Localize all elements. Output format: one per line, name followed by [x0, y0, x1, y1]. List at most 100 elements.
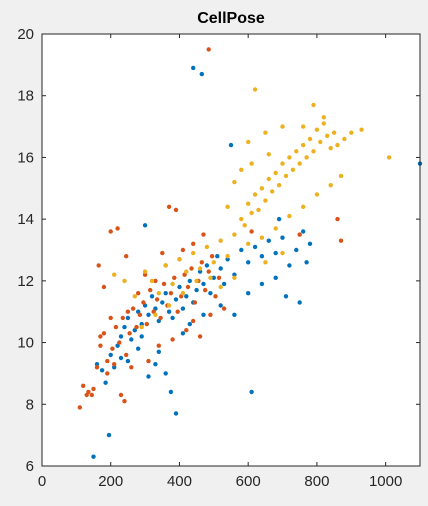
- data-point: [125, 358, 131, 364]
- data-point: [273, 226, 278, 231]
- data-point: [84, 392, 89, 398]
- data-point: [156, 343, 161, 348]
- data-point: [335, 142, 340, 148]
- data-point: [338, 238, 344, 243]
- data-point: [311, 102, 316, 108]
- data-point: [321, 121, 326, 126]
- x-tick-label: 600: [236, 473, 261, 490]
- data-point: [184, 269, 189, 274]
- series-3: [112, 87, 392, 330]
- chart-title: CellPose: [197, 10, 265, 27]
- data-point: [94, 365, 100, 370]
- data-point: [194, 287, 199, 293]
- data-point: [266, 238, 271, 243]
- data-point: [153, 362, 158, 367]
- data-point: [225, 204, 230, 209]
- plot-area: [42, 34, 420, 466]
- data-point: [166, 303, 172, 308]
- data-point: [301, 204, 306, 209]
- data-point: [101, 284, 107, 290]
- data-point: [130, 306, 136, 311]
- data-point: [110, 346, 115, 351]
- data-point: [263, 130, 268, 135]
- data-point: [191, 318, 196, 324]
- data-point: [239, 167, 244, 172]
- data-point: [146, 312, 151, 317]
- data-point: [280, 235, 285, 240]
- data-point: [287, 155, 292, 160]
- data-point: [185, 284, 191, 290]
- y-tick-label: 16: [17, 149, 34, 166]
- data-point: [208, 275, 213, 280]
- data-point: [125, 315, 131, 321]
- data-point: [201, 281, 206, 287]
- data-point: [338, 173, 344, 179]
- x-tick-label: 400: [167, 473, 192, 490]
- y-tick-label: 12: [17, 273, 34, 290]
- data-point: [311, 149, 316, 154]
- data-point: [259, 254, 265, 259]
- data-point: [122, 399, 127, 404]
- data-point: [218, 303, 223, 308]
- data-point: [209, 254, 215, 259]
- data-point: [232, 272, 237, 277]
- data-point: [142, 272, 148, 277]
- data-point: [172, 275, 177, 280]
- axes-box: [41, 33, 421, 467]
- data-point: [215, 254, 220, 259]
- data-point: [273, 275, 278, 280]
- data-point: [120, 315, 126, 321]
- data-point: [197, 334, 203, 339]
- data-point: [211, 275, 216, 280]
- data-point: [108, 229, 113, 234]
- data-point: [314, 127, 320, 132]
- data-point: [184, 294, 189, 299]
- data-point: [225, 257, 230, 262]
- data-point: [218, 266, 223, 271]
- data-point: [301, 229, 306, 234]
- data-point: [94, 362, 100, 367]
- data-point: [134, 324, 139, 330]
- data-point: [91, 386, 96, 392]
- data-points: [77, 47, 423, 459]
- data-point: [136, 346, 141, 351]
- data-point: [77, 405, 83, 410]
- data-point: [249, 389, 254, 395]
- data-point: [263, 198, 268, 203]
- data-point: [142, 269, 148, 274]
- data-point: [259, 186, 265, 191]
- data-point: [142, 223, 148, 228]
- data-point: [270, 189, 275, 194]
- data-point: [232, 179, 237, 185]
- data-point: [201, 232, 206, 237]
- data-point: [124, 352, 129, 358]
- data-point: [91, 454, 96, 459]
- data-point: [328, 183, 333, 188]
- data-point: [246, 291, 251, 296]
- data-point: [173, 411, 179, 416]
- data-point: [204, 263, 210, 268]
- data-point: [166, 309, 172, 314]
- data-point: [335, 216, 340, 222]
- data-point: [266, 152, 271, 157]
- data-point: [112, 362, 117, 367]
- data-point: [112, 365, 117, 370]
- data-point: [232, 312, 237, 317]
- data-point: [249, 210, 254, 216]
- data-point: [108, 315, 113, 321]
- data-point: [146, 358, 151, 364]
- data-point: [280, 250, 285, 256]
- data-point: [206, 47, 211, 52]
- data-point: [153, 312, 158, 317]
- data-point: [187, 321, 192, 327]
- data-point: [208, 291, 213, 296]
- data-point: [359, 127, 364, 132]
- data-point: [105, 358, 110, 364]
- data-point: [325, 133, 330, 138]
- data-point: [103, 380, 108, 385]
- data-point: [127, 331, 132, 336]
- data-point: [180, 306, 186, 311]
- data-point: [294, 247, 299, 253]
- data-point: [239, 247, 244, 253]
